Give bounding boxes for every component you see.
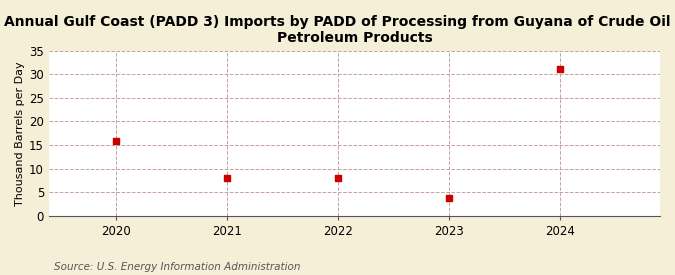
Point xyxy=(555,67,566,72)
Point xyxy=(221,175,232,180)
Point xyxy=(443,195,454,200)
Text: Source: U.S. Energy Information Administration: Source: U.S. Energy Information Administ… xyxy=(54,262,300,272)
Title: Annual Gulf Coast (PADD 3) Imports by PADD of Processing from Guyana of Crude Oi: Annual Gulf Coast (PADD 3) Imports by PA… xyxy=(4,15,675,45)
Point xyxy=(110,139,121,144)
Y-axis label: Thousand Barrels per Day: Thousand Barrels per Day xyxy=(15,61,25,206)
Point xyxy=(332,175,343,180)
